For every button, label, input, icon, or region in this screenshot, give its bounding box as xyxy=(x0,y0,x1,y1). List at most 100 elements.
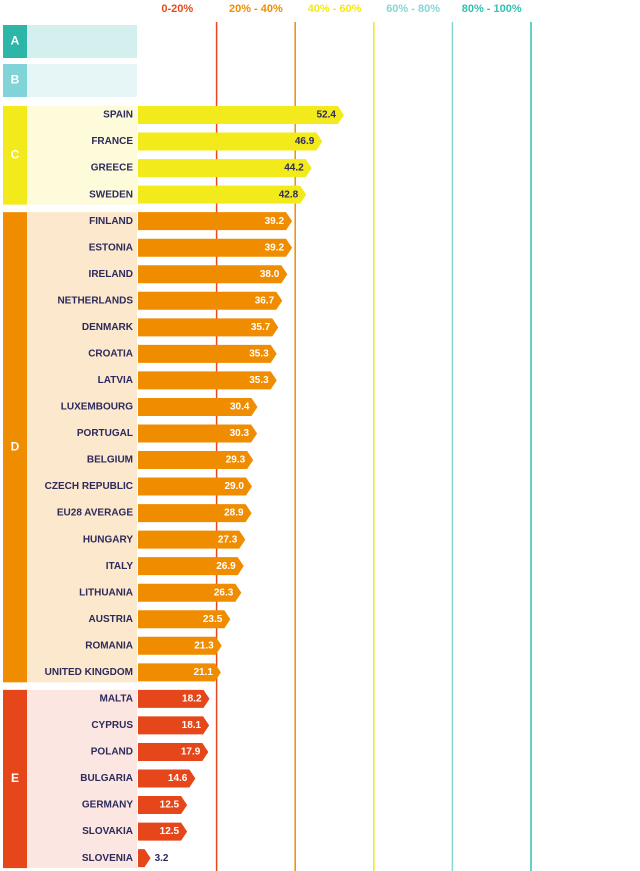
category-label: SLOVENIA xyxy=(82,853,133,864)
category-label: HUNGARY xyxy=(83,534,134,545)
value-label: 12.5 xyxy=(160,800,180,811)
value-label: 30.4 xyxy=(230,402,250,413)
bar xyxy=(138,610,231,629)
category-label: NETHERLANDS xyxy=(57,295,133,306)
grade-box xyxy=(3,25,27,58)
category-label: ROMANIA xyxy=(85,640,133,651)
value-label: 35.3 xyxy=(249,375,269,386)
value-label: 42.8 xyxy=(279,189,299,200)
grade-letter: C xyxy=(11,147,20,161)
value-label: 14.6 xyxy=(168,773,188,784)
category-label: GERMANY xyxy=(82,800,133,811)
value-label: 28.9 xyxy=(224,508,244,519)
bar xyxy=(138,583,242,602)
x-tick-label: 80% - 100% xyxy=(462,3,522,15)
category-label: SPAIN xyxy=(103,110,133,121)
bar xyxy=(138,451,254,470)
bar xyxy=(138,397,258,416)
grade-shade xyxy=(27,64,137,97)
value-label: 46.9 xyxy=(295,136,315,147)
bar xyxy=(138,849,151,868)
category-label: SWEDEN xyxy=(89,189,133,200)
value-label: 18.2 xyxy=(182,694,202,705)
value-label: 3.2 xyxy=(155,853,169,864)
value-label: 30.3 xyxy=(230,428,250,439)
x-tick-label: 40% - 60% xyxy=(308,3,362,15)
value-label: 21.3 xyxy=(194,640,214,651)
value-label: 35.7 xyxy=(251,322,271,333)
grade-letter: D xyxy=(11,439,20,453)
category-label: FINLAND xyxy=(89,216,133,227)
category-label: CYPRUS xyxy=(91,720,133,731)
value-label: 17.9 xyxy=(181,747,201,758)
value-label: 29.3 xyxy=(226,455,246,466)
grade-box xyxy=(3,689,27,869)
bar xyxy=(138,742,209,761)
bar xyxy=(138,265,288,284)
grade-box xyxy=(3,64,27,97)
bar xyxy=(138,769,196,788)
grade-shade xyxy=(27,106,137,205)
value-label: 39.2 xyxy=(265,242,285,253)
category-label: AUSTRIA xyxy=(89,614,133,625)
value-label: 12.5 xyxy=(160,826,180,837)
x-tick-label: 20% - 40% xyxy=(229,3,283,15)
bar xyxy=(138,159,312,178)
bar xyxy=(138,291,283,310)
category-label: UNITED KINGDOM xyxy=(45,667,133,678)
bar xyxy=(138,132,323,151)
category-label: BELGIUM xyxy=(87,455,133,466)
bar xyxy=(138,663,221,682)
x-tick-label: 60% - 80% xyxy=(386,3,440,15)
grade-box xyxy=(3,106,27,205)
value-label: 36.7 xyxy=(255,295,275,306)
category-label: CZECH REPUBLIC xyxy=(45,481,133,492)
category-label: LITHUANIA xyxy=(79,587,133,598)
category-label: CROATIA xyxy=(88,349,133,360)
bar xyxy=(138,212,293,231)
grade-shade xyxy=(27,212,137,683)
bar xyxy=(138,371,277,390)
category-label: MALTA xyxy=(99,694,133,705)
category-label: POLAND xyxy=(91,747,133,758)
category-label: SLOVAKIA xyxy=(82,826,133,837)
grade-letter: A xyxy=(11,34,20,48)
value-label: 27.3 xyxy=(218,534,238,545)
bar xyxy=(138,716,210,735)
bar xyxy=(138,530,246,549)
category-label: GREECE xyxy=(91,163,134,174)
value-label: 18.1 xyxy=(182,720,202,731)
grade-shade xyxy=(27,689,137,869)
bar xyxy=(138,238,293,257)
bar xyxy=(138,318,279,337)
bar xyxy=(138,822,188,841)
bar xyxy=(138,344,277,363)
x-tick-label: 0-20% xyxy=(161,3,193,15)
value-label: 26.9 xyxy=(216,561,236,572)
value-label: 35.3 xyxy=(249,349,269,360)
category-label: DENMARK xyxy=(82,322,134,333)
grade-shade xyxy=(27,25,137,58)
grade-box xyxy=(3,212,27,683)
category-label: EU28 AVERAGE xyxy=(57,508,133,519)
value-label: 44.2 xyxy=(284,163,304,174)
category-label: IRELAND xyxy=(89,269,133,280)
bar xyxy=(138,504,252,523)
bar xyxy=(138,689,210,708)
bar xyxy=(138,557,244,576)
bar xyxy=(138,185,307,204)
value-label: 23.5 xyxy=(203,614,223,625)
bar xyxy=(138,106,344,124)
category-label: PORTUGAL xyxy=(77,428,133,439)
grade-letter: E xyxy=(11,771,19,785)
bar xyxy=(138,796,188,815)
category-label: LATVIA xyxy=(98,375,133,386)
value-label: 26.3 xyxy=(214,587,234,598)
category-label: ITALY xyxy=(106,561,134,572)
category-label: LUXEMBOURG xyxy=(61,402,133,413)
value-label: 29.0 xyxy=(225,481,245,492)
grade-letter: B xyxy=(11,73,20,87)
category-label: FRANCE xyxy=(91,136,133,147)
value-label: 52.4 xyxy=(316,110,336,121)
